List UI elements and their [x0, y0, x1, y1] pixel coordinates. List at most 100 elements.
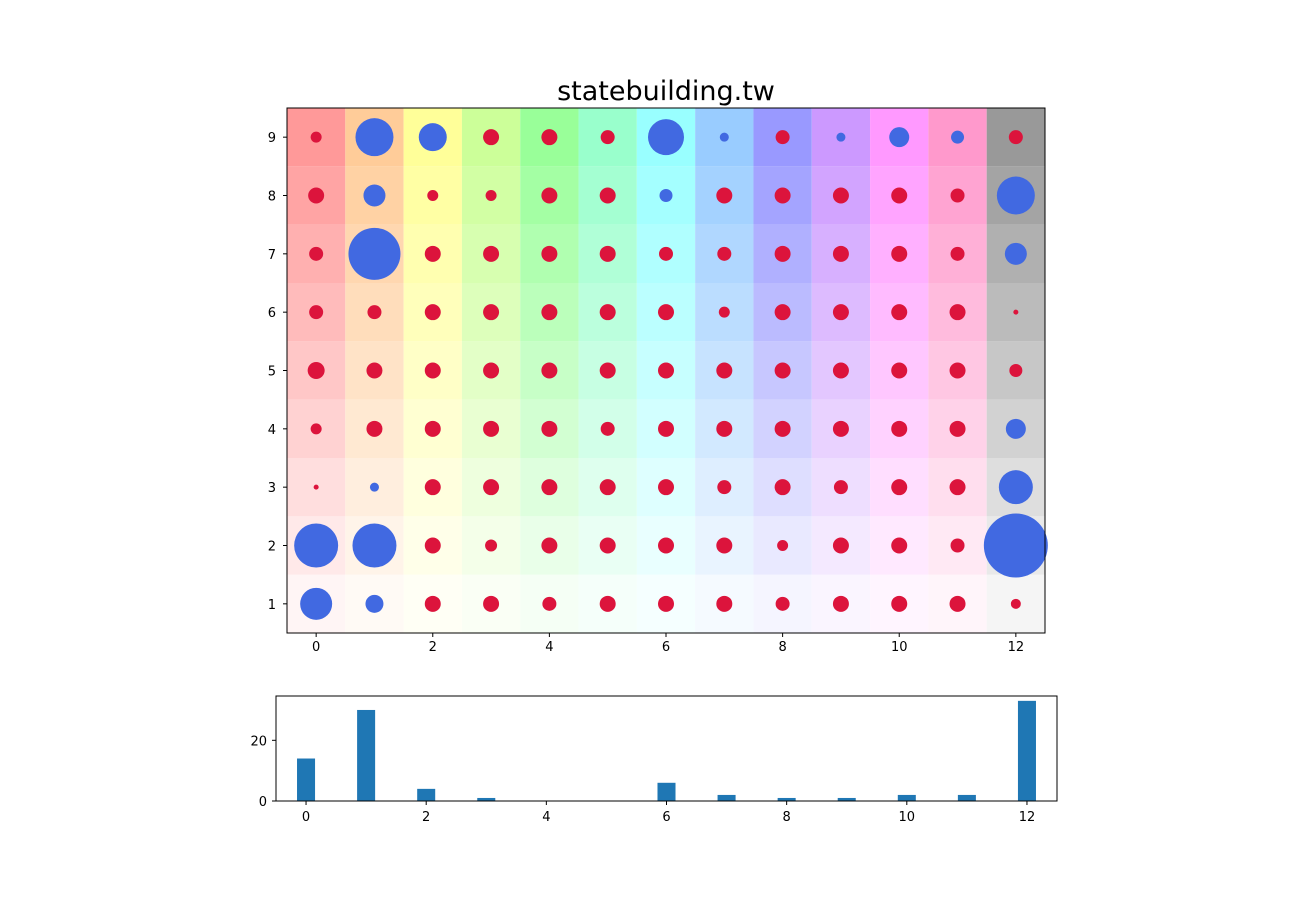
- y-tick-label: 1: [268, 598, 276, 613]
- y-tick-label: 0: [259, 795, 267, 810]
- scatter-point: [599, 362, 616, 379]
- histogram-bar: [837, 797, 856, 801]
- scatter-point: [541, 245, 558, 262]
- histogram-bar: [477, 797, 496, 801]
- scatter-point: [716, 187, 733, 204]
- histogram-bar: [357, 709, 376, 801]
- x-tick-label: 0: [312, 640, 320, 655]
- scatter-point: [774, 479, 791, 496]
- y-tick-label: 2: [268, 540, 276, 555]
- x-tick-label: 4: [545, 640, 553, 655]
- scatter-point: [424, 245, 441, 262]
- scatter-point: [308, 187, 325, 204]
- scatter-point: [659, 189, 673, 202]
- scatter-point: [774, 245, 791, 262]
- histogram-bar: [897, 794, 916, 801]
- scatter-point: [424, 537, 441, 554]
- scatter-point: [832, 187, 849, 204]
- scatter-point: [541, 479, 558, 496]
- scatter-point: [348, 227, 401, 280]
- scatter-point: [775, 130, 790, 145]
- scatter-point: [483, 245, 500, 262]
- x-tick-label: 2: [422, 810, 430, 825]
- scatter-point: [996, 176, 1035, 215]
- scatter-point: [366, 362, 383, 379]
- scatter-point: [832, 245, 849, 262]
- scatter-point: [891, 537, 908, 554]
- scatter-point: [424, 595, 441, 612]
- x-tick-label: 10: [891, 640, 908, 655]
- scatter-point: [716, 362, 733, 379]
- scatter-point: [949, 420, 966, 437]
- y-tick-label: 3: [268, 481, 276, 496]
- histogram-bar: [657, 782, 676, 801]
- chart-title: statebuilding.tw: [557, 76, 775, 107]
- scatter-point: [300, 587, 333, 620]
- scatter-point: [891, 187, 908, 204]
- scatter-point: [483, 304, 500, 321]
- scatter-point: [424, 362, 441, 379]
- scatter-point: [950, 538, 965, 553]
- scatter-point: [307, 362, 325, 379]
- scatter-point: [599, 245, 616, 262]
- scatter-point: [774, 304, 791, 321]
- histogram-bar: [717, 794, 736, 801]
- scatter-point: [1008, 130, 1023, 145]
- y-tick-label: 5: [268, 365, 276, 380]
- scatter-point: [599, 537, 616, 554]
- scatter-point: [891, 420, 908, 437]
- y-tick-label: 20: [250, 734, 267, 749]
- scatter-point: [950, 246, 965, 261]
- scatter-point: [424, 479, 441, 496]
- scatter-point: [716, 420, 733, 437]
- scatter-point: [310, 423, 322, 435]
- scatter-point: [658, 537, 674, 554]
- scatter-point: [659, 246, 673, 261]
- scatter-point: [832, 420, 849, 437]
- scatter-point: [427, 190, 439, 201]
- scatter-point: [891, 245, 908, 262]
- scatter-point: [313, 484, 319, 490]
- scatter-point: [355, 118, 394, 157]
- scatter-point: [365, 594, 384, 613]
- scatter-point: [418, 123, 447, 152]
- y-tick-label: 4: [268, 423, 276, 438]
- scatter-point: [949, 362, 966, 379]
- scatter-point: [716, 537, 733, 554]
- scatter-point: [832, 304, 849, 321]
- histogram-bar: [297, 758, 316, 801]
- scatter-point: [949, 479, 966, 496]
- scatter-point: [1004, 242, 1027, 265]
- x-tick-label: 12: [1008, 640, 1025, 655]
- histogram-bar: [777, 797, 796, 801]
- scatter-point: [1005, 418, 1026, 439]
- scatter-point: [832, 537, 849, 554]
- scatter-point: [891, 479, 908, 496]
- histogram-axes: 0 2 4 6 8 10 12 0 20: [250, 734, 1035, 825]
- scatter-point: [983, 513, 1048, 578]
- x-tick-label: 6: [662, 640, 670, 655]
- scatter-point: [998, 470, 1033, 505]
- scatter-point: [658, 362, 674, 379]
- x-tick-label: 0: [302, 810, 310, 825]
- scatter-point: [891, 595, 908, 612]
- scatter-point: [541, 304, 558, 321]
- scatter-point: [541, 362, 558, 379]
- scatter-point: [658, 479, 674, 496]
- scatter-point: [889, 127, 910, 148]
- scatter-point: [483, 420, 500, 437]
- scatter-point: [658, 304, 674, 321]
- scatter-point: [599, 187, 616, 204]
- scatter-point: [648, 119, 684, 156]
- y-tick-label: 9: [268, 131, 276, 146]
- histogram-bars: [297, 700, 1036, 801]
- scatter-point: [542, 596, 557, 611]
- y-tick-label: 8: [268, 190, 276, 205]
- scatter-point: [541, 420, 558, 437]
- scatter-point: [717, 246, 732, 261]
- scatter-point: [485, 190, 497, 201]
- scatter-point: [599, 479, 616, 496]
- scatter-point: [309, 246, 324, 261]
